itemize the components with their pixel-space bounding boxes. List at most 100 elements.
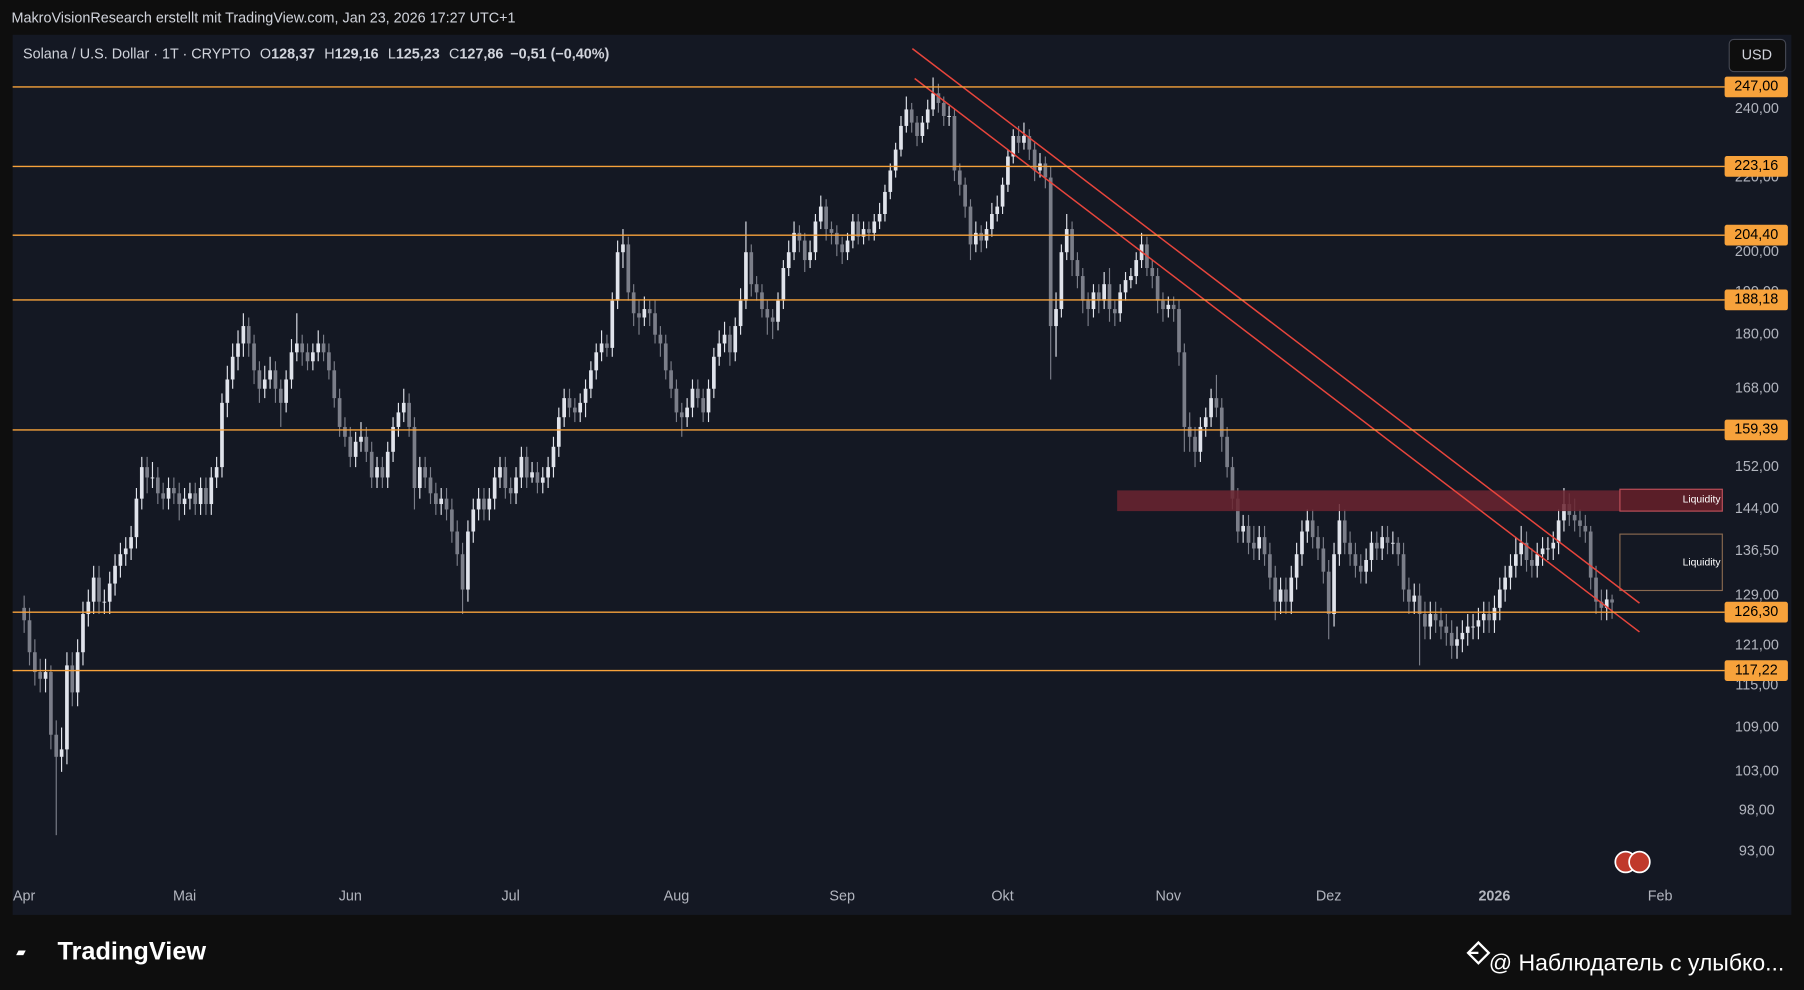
candle-body — [851, 221, 855, 241]
candle-body — [155, 477, 160, 494]
candle-body — [1471, 626, 1475, 628]
candle-body — [1423, 614, 1427, 627]
candle-body — [1118, 292, 1123, 314]
candle-body — [188, 493, 192, 499]
candle-body — [1150, 268, 1155, 277]
y-tick-label: 103,00 — [1735, 764, 1779, 780]
level-label-box — [1724, 156, 1788, 177]
candle-body — [1358, 565, 1363, 572]
candle-body — [1193, 436, 1197, 452]
y-tick-label: 98,00 — [1739, 803, 1775, 819]
level-label-box — [1724, 660, 1788, 681]
candle-body — [685, 407, 689, 418]
event-flag[interactable] — [1628, 850, 1651, 874]
candle-body — [824, 206, 828, 230]
candle-body — [359, 436, 363, 442]
candle-body — [701, 398, 706, 413]
candle-body — [1203, 417, 1208, 427]
candle-body — [1080, 276, 1085, 301]
x-tick-label: Feb — [1648, 888, 1673, 904]
currency-button[interactable] — [1728, 38, 1787, 73]
legend-label: H — [324, 46, 334, 62]
candle-body — [70, 665, 75, 693]
plot: Apr Mai Jun Jul Aug Sep Okt Nov Dez 2026 Feb — [13, 77, 1673, 904]
currency-label[interactable]: USD — [1742, 47, 1772, 63]
candle-body — [348, 436, 353, 457]
candle-body — [1407, 589, 1411, 602]
candle-body — [605, 343, 609, 348]
candle-body — [204, 487, 208, 505]
candle-body — [38, 672, 43, 679]
candle-body — [1449, 632, 1454, 646]
candle-body — [129, 537, 133, 549]
level-label: 159,39 — [1734, 422, 1778, 438]
candle-body — [1294, 554, 1299, 578]
candle-body — [669, 370, 673, 389]
candle-body — [883, 191, 887, 214]
candle-body — [1503, 577, 1507, 590]
candle-body — [722, 334, 727, 344]
candle-body — [1465, 626, 1470, 633]
candle-body — [482, 498, 486, 510]
y-tick-label: 240,00 — [1735, 101, 1779, 117]
candle-body — [54, 734, 59, 757]
candle-body — [840, 244, 845, 253]
candle-body — [717, 343, 722, 357]
candle-body — [1476, 620, 1481, 627]
candle-body — [305, 352, 310, 362]
candle-body — [1513, 554, 1518, 566]
x-tick-label: 2026 — [1478, 888, 1510, 904]
candle-body — [471, 509, 476, 532]
candle-body — [829, 229, 834, 233]
candle-body — [573, 407, 577, 413]
candle-body — [562, 398, 566, 418]
candle-body — [872, 221, 877, 233]
candle-body — [877, 213, 882, 222]
candle-body — [1252, 542, 1256, 549]
candle-body — [1353, 554, 1358, 566]
candle-body — [268, 370, 272, 380]
candle-body — [1374, 542, 1379, 549]
level-label: 247,00 — [1734, 79, 1778, 95]
candle-body — [615, 252, 620, 301]
candle-body — [134, 498, 139, 538]
trendline — [914, 77, 1640, 633]
candle-body — [1385, 537, 1390, 543]
candle-body — [770, 317, 775, 322]
candle-body — [1043, 163, 1048, 178]
candle-body — [899, 125, 903, 150]
level-label: 204,40 — [1734, 227, 1778, 243]
candle-body — [246, 326, 251, 344]
candle-body — [407, 402, 411, 427]
candle-body — [1155, 276, 1160, 301]
candle-body — [995, 206, 1000, 214]
candle-body — [1278, 589, 1283, 602]
candle-body — [118, 554, 123, 566]
candle-body — [786, 252, 791, 269]
candle-body — [1417, 595, 1422, 615]
x-tick-label: Okt — [991, 888, 1013, 904]
candle-body — [1364, 559, 1368, 572]
candle-body — [65, 665, 69, 750]
candle-body — [1107, 284, 1112, 310]
candle-body — [1182, 352, 1187, 427]
candle-body — [1460, 632, 1465, 640]
candle-body — [647, 309, 652, 314]
candle-body — [792, 232, 796, 253]
candle-body — [113, 565, 117, 584]
candle-body — [332, 370, 337, 399]
candle-body — [1166, 304, 1171, 310]
candle-body — [1380, 537, 1385, 549]
candle-body — [278, 388, 283, 403]
candle-body — [150, 477, 155, 479]
candle-body — [1289, 577, 1294, 602]
candle-body — [1604, 599, 1609, 608]
candle-body — [166, 487, 171, 499]
legend-value: 128,37 — [271, 46, 315, 62]
candle-body — [22, 607, 27, 621]
candle-body — [145, 467, 149, 478]
watermark-icon — [1466, 940, 1491, 965]
candle-body — [519, 456, 524, 478]
candle-body — [225, 379, 230, 403]
candle-body — [91, 577, 96, 602]
